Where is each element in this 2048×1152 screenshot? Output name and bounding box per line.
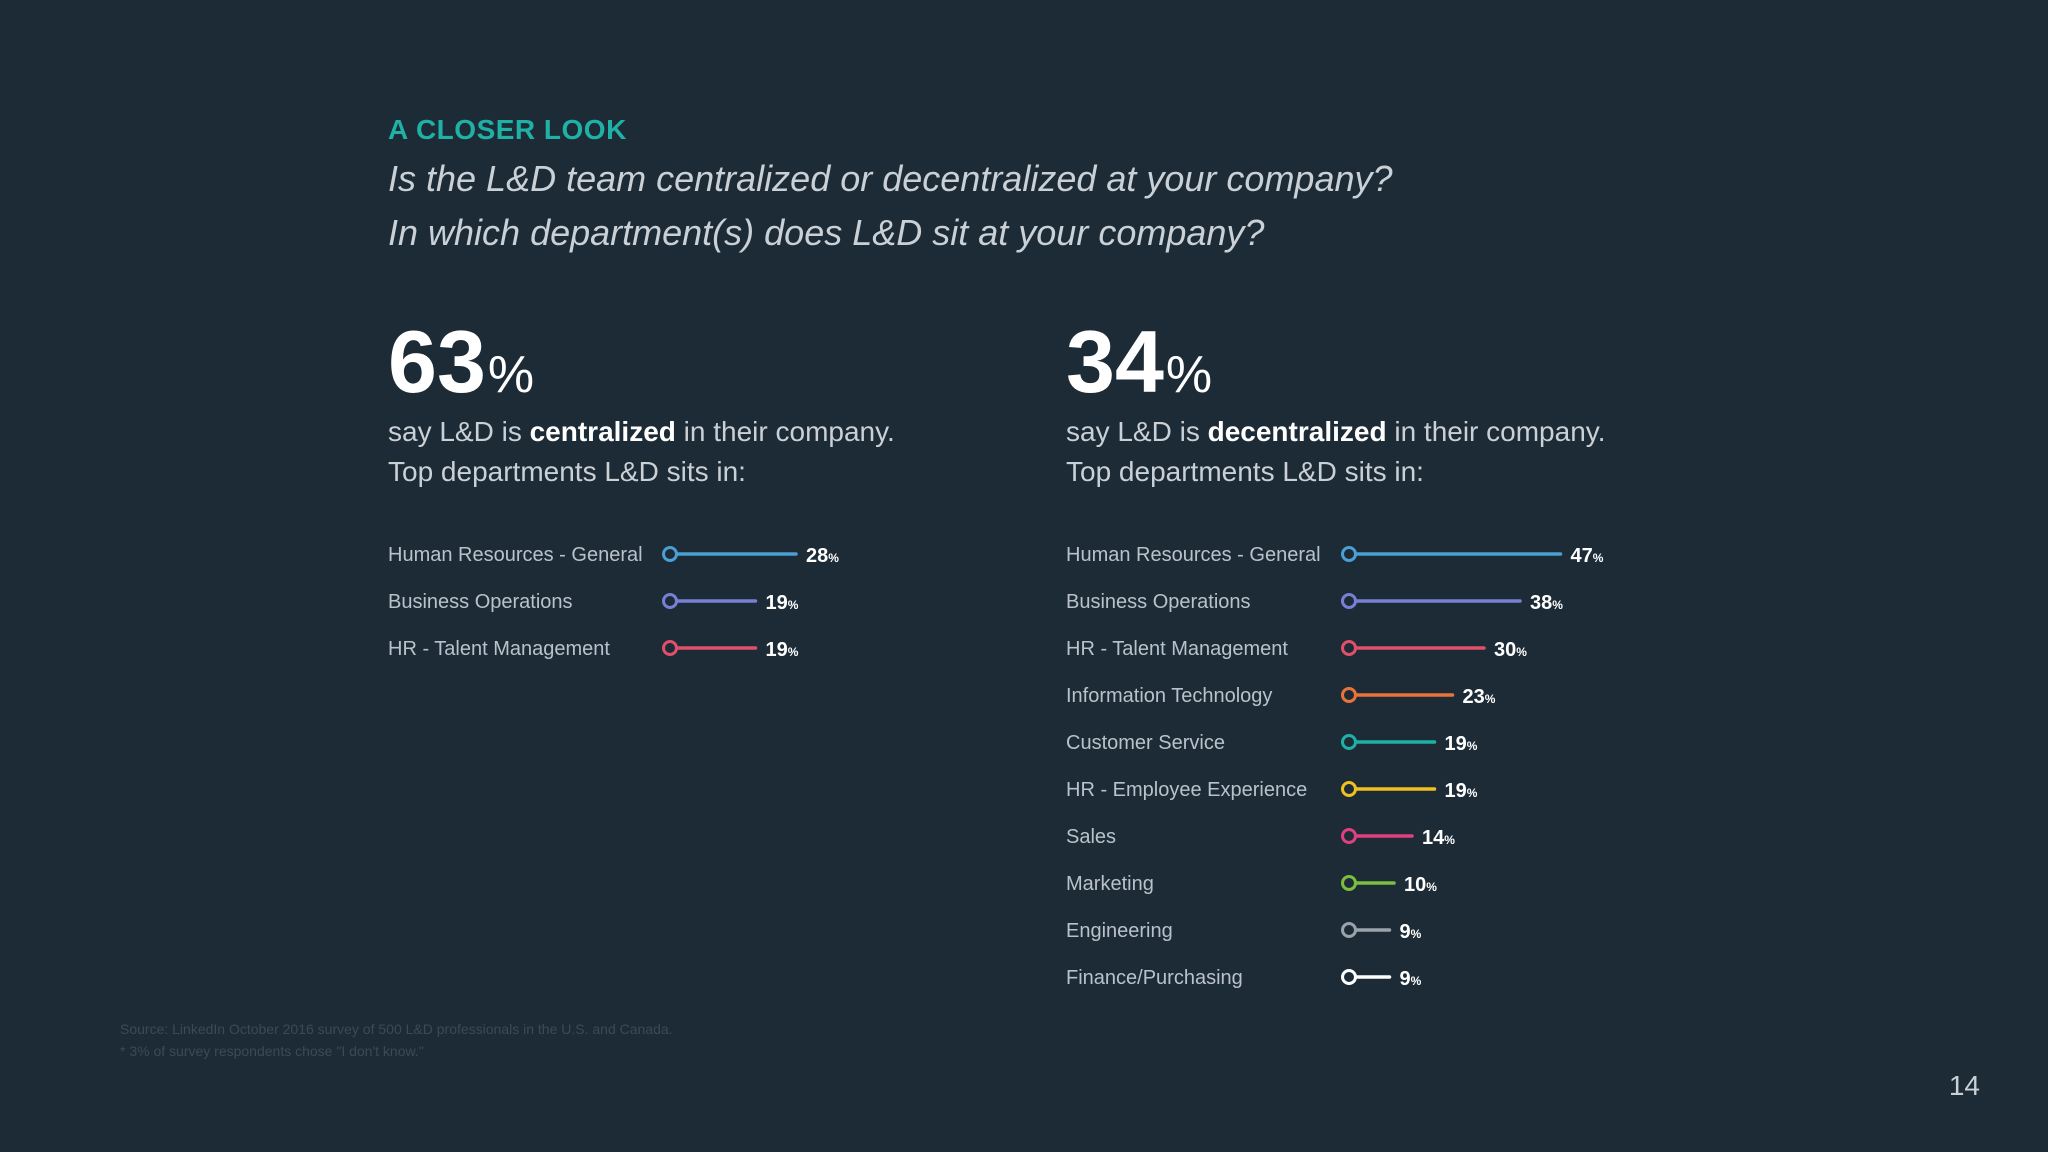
eyebrow-heading: A CLOSER LOOK: [388, 114, 627, 145]
bar-start-marker: [1341, 734, 1357, 750]
centralized-percentage: 63: [388, 312, 486, 411]
centralized-department-chart: Human Resources - General 28% Business Ope…: [388, 544, 839, 661]
decentralized-percentage: 34: [1066, 312, 1164, 411]
source-note: Source: LinkedIn October 2016 survey of …: [120, 1018, 673, 1062]
category-label: Sales: [1066, 826, 1116, 848]
value-label: 19%: [1445, 733, 1478, 755]
bar-start-marker: [1341, 593, 1357, 609]
source-line-2: * 3% of survey respondents chose "I don'…: [120, 1043, 424, 1059]
decentralized-percent-sign: %: [1165, 346, 1213, 404]
decentralized-description: say L&D is decentralized in their compan…: [1066, 412, 1605, 452]
value-label: 9%: [1400, 968, 1422, 990]
value-label: 19%: [1445, 780, 1478, 802]
centralized-desc-pre: say L&D is: [388, 416, 530, 447]
value-label: 14%: [1422, 827, 1455, 849]
centralized-desc-post: in their company.: [675, 416, 895, 447]
bar-start-marker: [1341, 922, 1357, 938]
source-line-1: Source: LinkedIn October 2016 survey of …: [120, 1021, 673, 1037]
centralized-desc-emphasis: centralized: [529, 416, 676, 447]
value-label: 47%: [1571, 545, 1604, 567]
category-label: Business Operations: [388, 591, 573, 613]
bar-start-marker: [662, 593, 678, 609]
category-label: Customer Service: [1066, 732, 1225, 754]
value-label: 28%: [806, 545, 839, 567]
bar-start-marker: [1341, 828, 1357, 844]
decentralized-department-chart: Human Resources - General 47% Business Ope…: [1066, 544, 1604, 990]
decentralized-stat: 34% say L&D is decentralized in their co…: [1066, 318, 1605, 492]
value-label: 10%: [1404, 874, 1437, 896]
value-label: 19%: [766, 639, 799, 661]
category-label: Engineering: [1066, 920, 1173, 942]
value-label: 19%: [766, 592, 799, 614]
value-label: 9%: [1400, 921, 1422, 943]
category-label: Business Operations: [1066, 591, 1251, 613]
bar-start-marker: [1341, 969, 1357, 985]
page-number: 14: [1948, 1070, 1980, 1101]
centralized-description: say L&D is centralized in their company.: [388, 412, 895, 452]
category-label: HR - Talent Management: [388, 638, 610, 660]
category-label: Information Technology: [1066, 685, 1272, 707]
bar-start-marker: [1341, 687, 1357, 703]
decentralized-desc-pre: say L&D is: [1066, 416, 1208, 447]
centralized-percent-sign: %: [487, 346, 535, 404]
bar-start-marker: [1341, 640, 1357, 656]
value-label: 30%: [1494, 639, 1527, 661]
decentralized-subheading: Top departments L&D sits in:: [1066, 456, 1424, 487]
bar-start-marker: [662, 546, 678, 562]
category-label: HR - Employee Experience: [1066, 779, 1307, 801]
decentralized-desc-post: in their company.: [1386, 416, 1606, 447]
category-label: Finance/Purchasing: [1066, 967, 1243, 989]
category-label: Human Resources - General: [388, 544, 643, 566]
category-label: Human Resources - General: [1066, 544, 1321, 566]
question-2: In which department(s) does L&D sit at y…: [388, 212, 1265, 253]
value-label: 38%: [1530, 592, 1563, 614]
category-label: HR - Talent Management: [1066, 638, 1288, 660]
centralized-stat: 63% say L&D is centralized in their comp…: [388, 318, 895, 492]
bar-start-marker: [1341, 875, 1357, 891]
decentralized-desc-emphasis: decentralized: [1207, 416, 1387, 447]
bar-start-marker: [662, 640, 678, 656]
question-1: Is the L&D team centralized or decentral…: [388, 158, 1393, 199]
value-label: 23%: [1463, 686, 1496, 708]
bar-start-marker: [1341, 781, 1357, 797]
category-label: Marketing: [1066, 873, 1154, 895]
centralized-subheading: Top departments L&D sits in:: [388, 456, 746, 487]
bar-start-marker: [1341, 546, 1357, 562]
